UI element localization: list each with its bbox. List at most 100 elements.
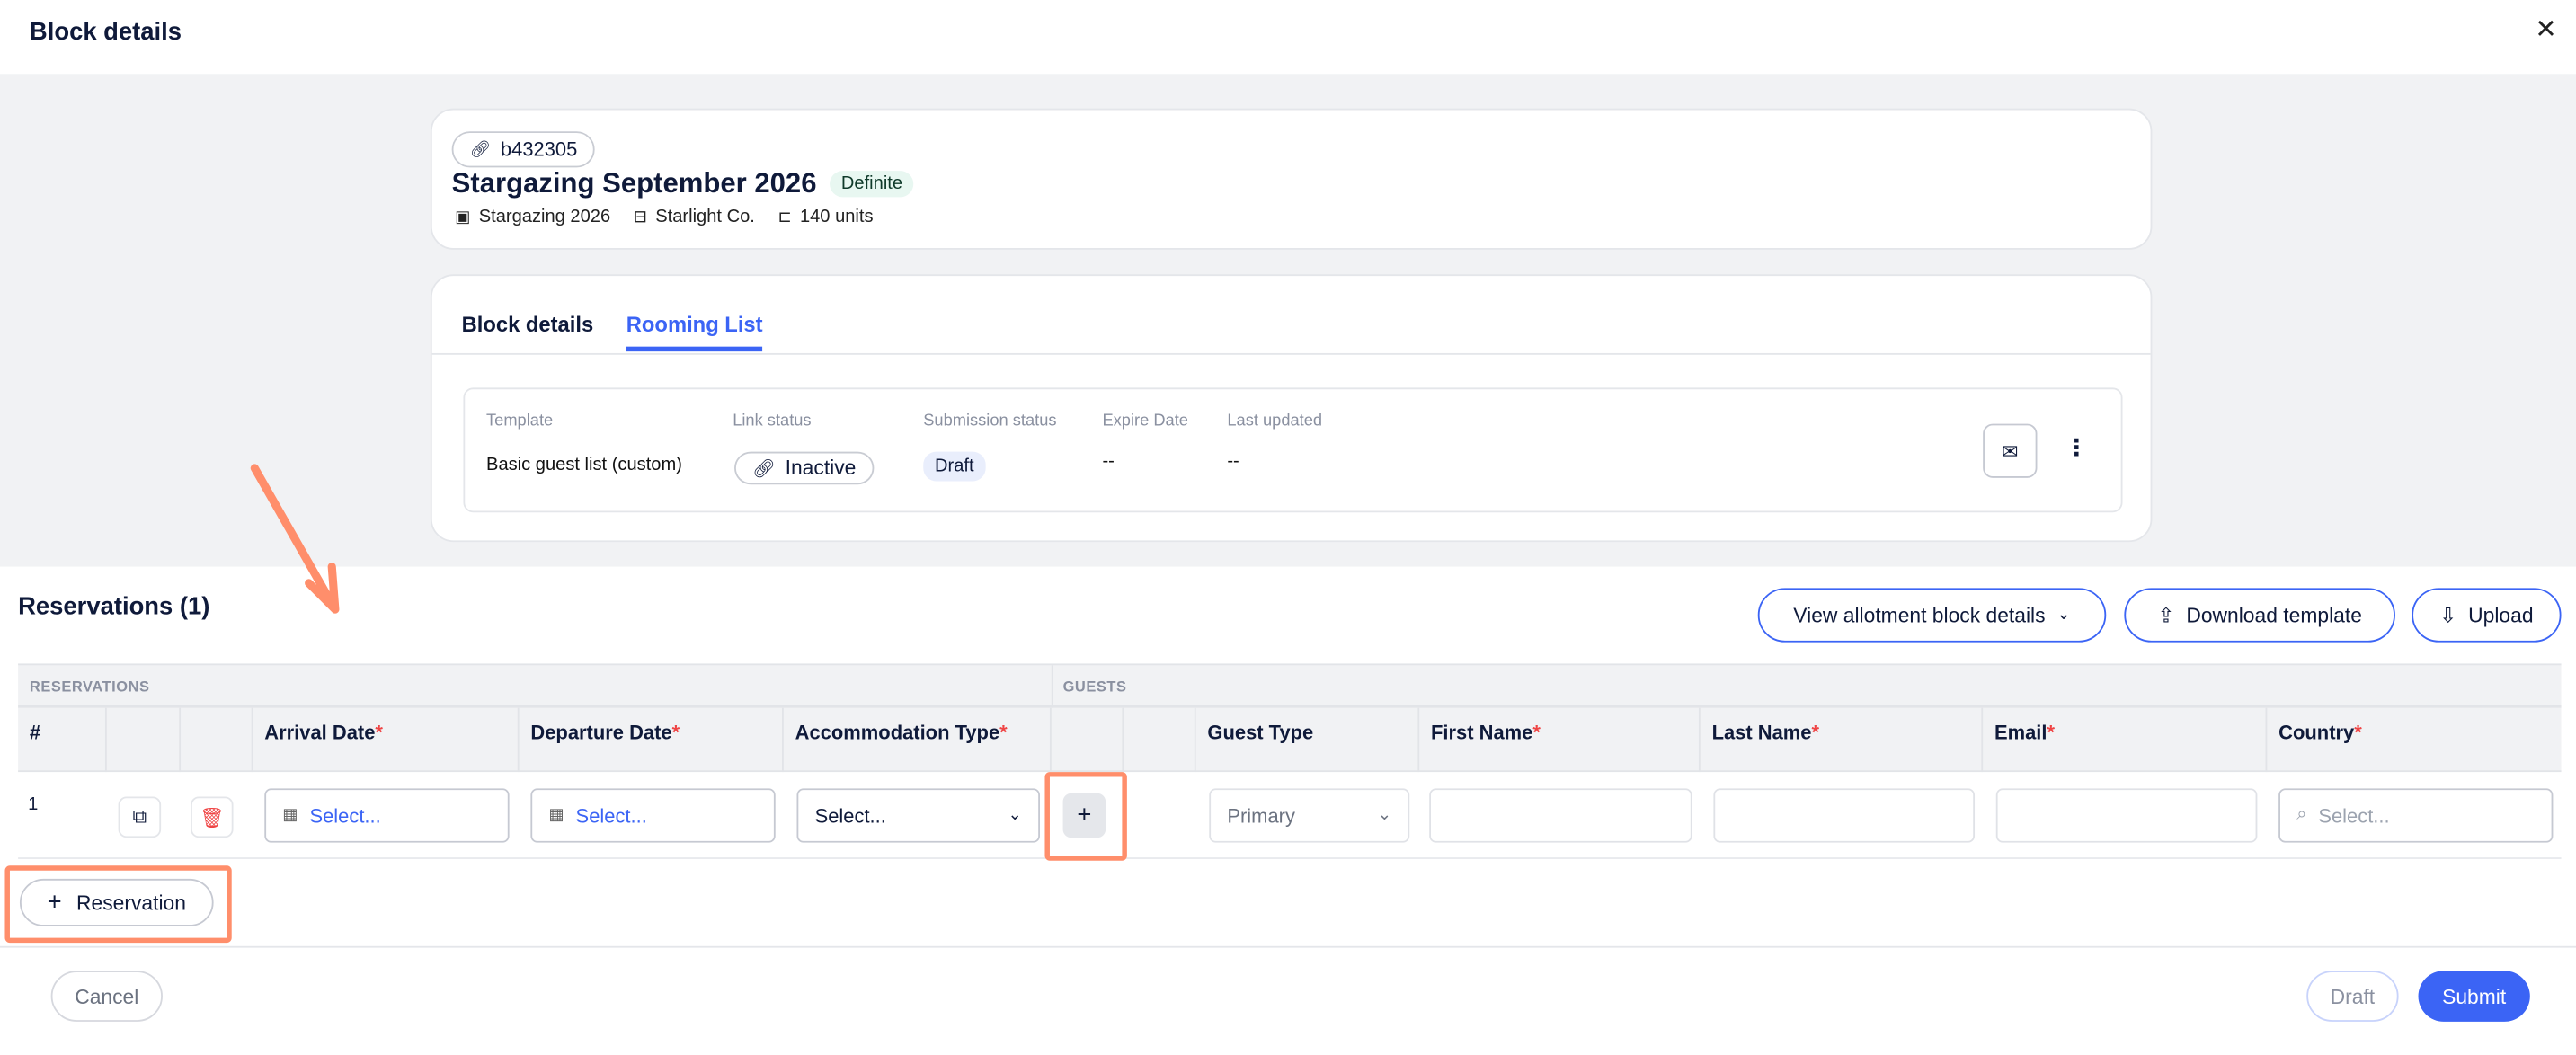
- group-guests: GUESTS: [1062, 678, 1127, 696]
- block-id: b432305: [500, 137, 578, 162]
- delete-button[interactable]: 🗑︎: [191, 796, 234, 838]
- plus-icon: +: [47, 888, 62, 917]
- guest-type-select[interactable]: Primary ⌄: [1209, 788, 1410, 843]
- link-status-chip[interactable]: 🔗︎ Inactive: [734, 451, 875, 485]
- group-reservations: RESERVATIONS: [29, 678, 150, 696]
- add-guest-button[interactable]: +: [1062, 793, 1106, 838]
- tab-divider: [431, 352, 2151, 355]
- col-copy: [107, 707, 182, 773]
- required-mark: *: [999, 721, 1008, 744]
- download-icon: ⇪: [2157, 604, 2175, 628]
- required-mark: *: [375, 721, 383, 744]
- close-icon[interactable]: ✕: [2535, 16, 2557, 45]
- submission-status-badge: Draft: [923, 451, 986, 482]
- col-spacer: [1124, 707, 1196, 773]
- col-arrival: Arrival Date*: [253, 707, 520, 773]
- col-email-label: Email: [1994, 721, 2047, 744]
- departure-date-input[interactable]: ▦ Select...: [530, 788, 776, 843]
- block-id-chip[interactable]: 🔗︎ b432305: [451, 131, 596, 168]
- submit-button[interactable]: Submit: [2418, 971, 2530, 1022]
- link-icon: 🔗︎: [752, 458, 776, 479]
- email-input[interactable]: [1995, 788, 2258, 843]
- col-delete: [181, 707, 253, 773]
- upload-label: Upload: [2468, 603, 2534, 627]
- col-guest-type: Guest Type: [1196, 707, 1420, 773]
- briefcase-icon: ⊟: [633, 208, 648, 226]
- bed-icon: ⊏: [777, 208, 792, 226]
- block-meta: ▣ Stargazing 2026 ⊟ Starlight Co. ⊏ 140 uni…: [455, 207, 873, 226]
- col-accommodation: Accommodation Type*: [784, 707, 1052, 773]
- link-status-value: Inactive: [785, 457, 857, 480]
- template-value: Basic guest list (custom): [486, 455, 682, 475]
- col-departure: Departure Date*: [520, 707, 784, 773]
- search-icon: ⌕: [2296, 804, 2307, 825]
- email-button[interactable]: ✉: [1983, 423, 2038, 478]
- link-icon: 🔗︎: [469, 140, 491, 159]
- rooming-info-panel: Template Link status Submission status E…: [463, 387, 2123, 513]
- download-template-button[interactable]: ⇪ Download template: [2124, 588, 2395, 643]
- group-divider: [1051, 665, 1053, 708]
- view-allotment-label: View allotment block details: [1793, 603, 2046, 627]
- col-first-name: First Name*: [1419, 707, 1701, 773]
- modal-title: Block details: [29, 18, 182, 47]
- last-name-input[interactable]: [1713, 788, 1976, 843]
- arrival-date-input[interactable]: ▦ Select...: [264, 788, 510, 843]
- more-options-icon[interactable]: ⋮: [2065, 433, 2089, 460]
- view-allotment-button[interactable]: View allotment block details ⌄: [1757, 588, 2107, 643]
- last-updated-label: Last updated: [1227, 412, 1323, 430]
- col-last-name: Last Name*: [1701, 707, 1984, 773]
- tab-block-details[interactable]: Block details: [461, 312, 594, 337]
- block-name: Stargazing September 2026: [451, 167, 817, 199]
- reservations-title: Reservations (1): [18, 592, 210, 621]
- chevron-down-icon: ⌄: [2056, 606, 2071, 625]
- tab-rooming-list[interactable]: Rooming List: [626, 312, 763, 352]
- required-mark: *: [2354, 721, 2362, 744]
- cancel-button[interactable]: Cancel: [50, 971, 163, 1022]
- upload-button[interactable]: ⇩ Upload: [2412, 588, 2562, 643]
- submission-status-label: Submission status: [923, 412, 1057, 430]
- status-badge: Definite: [830, 171, 914, 198]
- add-reservation-label: Reservation: [76, 891, 186, 915]
- annotation-highlight-add-reservation: [4, 865, 232, 944]
- guest-type-value: Primary: [1227, 803, 1295, 828]
- tab-bar: Block details Rooming List: [461, 312, 763, 352]
- calendar-icon: ▣: [455, 208, 471, 226]
- required-mark: *: [1811, 721, 1820, 744]
- country-select[interactable]: ⌕ Select...: [2278, 788, 2554, 843]
- copy-button[interactable]: ⧉: [118, 796, 162, 838]
- expire-date-value: --: [1102, 451, 1115, 472]
- company-name: Starlight Co.: [655, 207, 755, 227]
- annotation-highlight-add-guest: [1044, 772, 1127, 861]
- first-name-input[interactable]: [1429, 788, 1692, 843]
- col-country-label: Country: [2278, 721, 2355, 744]
- accommodation-type-select[interactable]: Select... ⌄: [796, 788, 1040, 843]
- table-column-header: # Arrival Date* Departure Date* Accommod…: [18, 707, 2562, 773]
- chevron-down-icon: ⌄: [1008, 806, 1022, 825]
- modal-header: Block details ✕: [0, 0, 2576, 75]
- block-title-row: Stargazing September 2026 Definite: [452, 167, 914, 200]
- download-template-label: Download template: [2186, 603, 2362, 627]
- col-email: Email*: [1983, 707, 2268, 773]
- col-last-name-label: Last Name: [1711, 721, 1812, 744]
- chevron-down-icon: ⌄: [1377, 806, 1392, 825]
- mail-icon: ✉: [2002, 439, 2019, 463]
- departure-placeholder: Select...: [575, 803, 647, 828]
- col-num: #: [18, 707, 107, 773]
- table-group-header: RESERVATIONS GUESTS: [18, 663, 2562, 708]
- template-label: Template: [486, 412, 554, 430]
- required-mark: *: [2047, 721, 2056, 744]
- calendar-icon: ▦: [548, 806, 564, 825]
- col-add-guest: [1052, 707, 1124, 773]
- rooming-card: Block details Rooming List Template Link…: [430, 274, 2153, 543]
- add-reservation-button[interactable]: + Reservation: [19, 878, 214, 926]
- link-status-label: Link status: [733, 412, 812, 430]
- units-count: 140 units: [799, 207, 874, 227]
- expire-date-label: Expire Date: [1102, 412, 1188, 430]
- col-arrival-label: Arrival Date: [264, 721, 376, 744]
- arrival-placeholder: Select...: [309, 803, 381, 828]
- col-country: Country*: [2267, 708, 2561, 772]
- col-first-name-label: First Name: [1431, 721, 1533, 744]
- last-updated-value: --: [1227, 451, 1239, 472]
- draft-button[interactable]: Draft: [2306, 971, 2399, 1022]
- plus-icon: +: [1077, 801, 1092, 830]
